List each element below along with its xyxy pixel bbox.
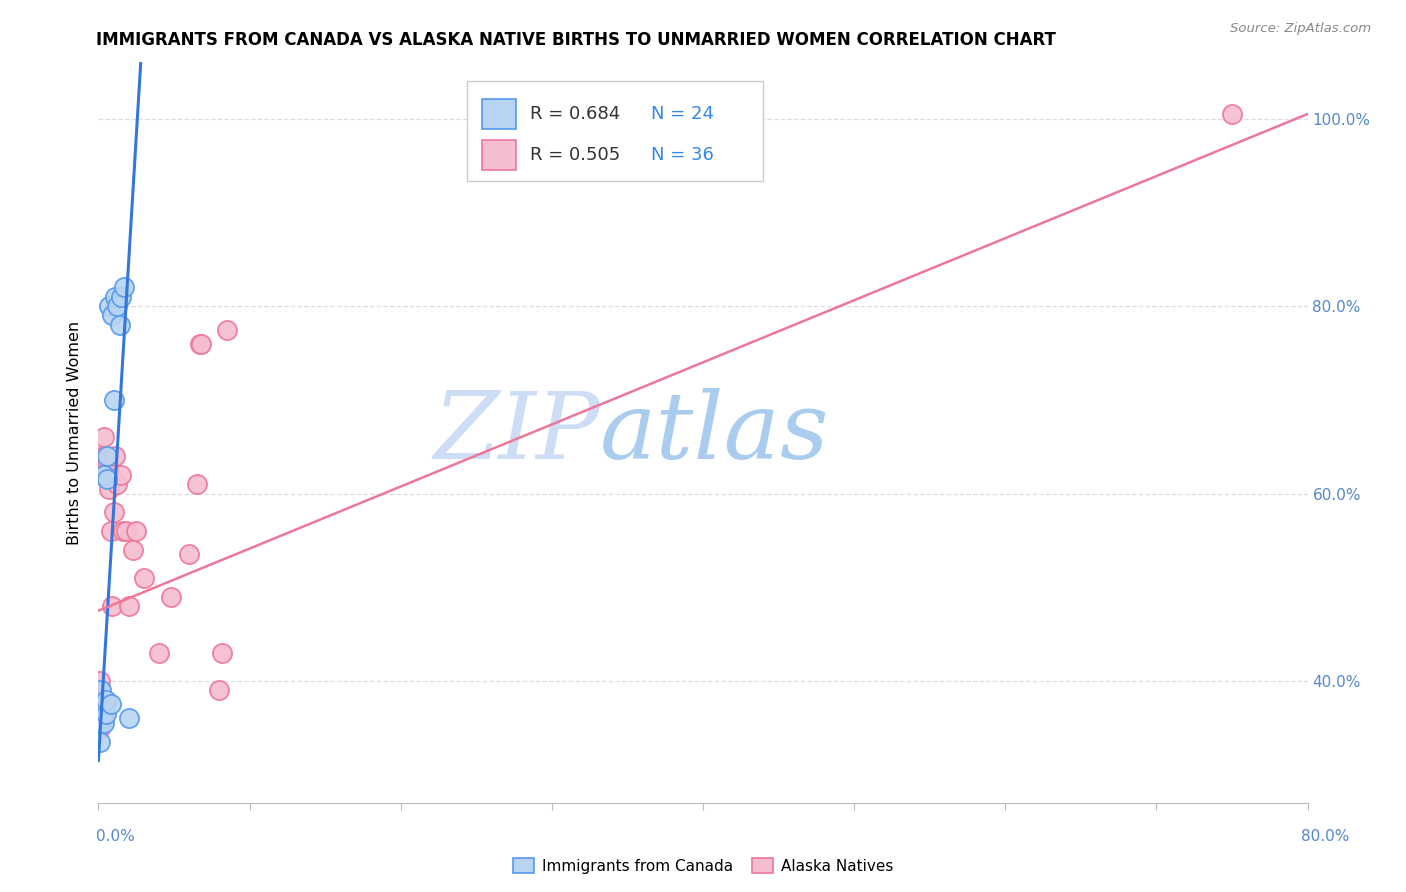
Text: N = 36: N = 36 xyxy=(651,146,714,164)
Point xyxy=(179,548,201,562)
Text: R = 0.505: R = 0.505 xyxy=(530,146,620,164)
Point xyxy=(90,698,112,712)
Point xyxy=(90,716,112,731)
Text: atlas: atlas xyxy=(600,388,830,477)
Bar xyxy=(467,81,763,181)
Point xyxy=(90,467,112,482)
Point xyxy=(89,735,111,749)
Point xyxy=(122,542,145,557)
Text: N = 24: N = 24 xyxy=(651,105,714,123)
Point xyxy=(105,477,128,491)
Point xyxy=(91,711,114,725)
Point xyxy=(103,505,125,519)
Point xyxy=(98,299,121,313)
Bar xyxy=(482,99,516,129)
Point xyxy=(96,463,118,477)
Point xyxy=(160,590,183,604)
Point xyxy=(101,309,124,323)
Point xyxy=(96,454,118,468)
Text: R = 0.684: R = 0.684 xyxy=(530,105,620,123)
Point xyxy=(96,449,118,463)
Point xyxy=(148,646,170,660)
Point xyxy=(93,458,115,473)
Point xyxy=(91,449,114,463)
Point xyxy=(101,599,124,613)
Text: 0.0%: 0.0% xyxy=(96,830,135,844)
Point xyxy=(118,599,141,613)
Point xyxy=(108,318,131,332)
Point xyxy=(94,692,117,706)
Point xyxy=(112,280,135,294)
Point xyxy=(132,571,155,585)
Legend: Immigrants from Canada, Alaska Natives: Immigrants from Canada, Alaska Natives xyxy=(508,852,898,880)
Point xyxy=(125,524,148,538)
Point xyxy=(89,721,111,735)
Point xyxy=(90,692,112,706)
Point xyxy=(105,299,128,313)
Text: Source: ZipAtlas.com: Source: ZipAtlas.com xyxy=(1230,22,1371,36)
Point xyxy=(186,477,208,491)
Point xyxy=(89,711,111,725)
Point xyxy=(188,336,211,351)
Point xyxy=(93,430,115,444)
Point xyxy=(104,449,127,463)
Point xyxy=(89,702,111,716)
Point xyxy=(90,683,112,698)
Point xyxy=(103,392,125,407)
Point xyxy=(211,646,233,660)
Point xyxy=(93,467,115,482)
Y-axis label: Births to Unmarried Women: Births to Unmarried Women xyxy=(67,320,83,545)
Text: IMMIGRANTS FROM CANADA VS ALASKA NATIVE BIRTHS TO UNMARRIED WOMEN CORRELATION CH: IMMIGRANTS FROM CANADA VS ALASKA NATIVE … xyxy=(96,31,1056,49)
Point xyxy=(96,473,118,487)
Point xyxy=(98,482,121,496)
Point xyxy=(104,290,127,304)
Point xyxy=(110,290,132,304)
Point xyxy=(94,449,117,463)
Point xyxy=(1220,107,1243,121)
Point xyxy=(94,463,117,477)
Text: ZIP: ZIP xyxy=(433,388,600,477)
Point xyxy=(208,683,231,698)
Point xyxy=(114,524,136,538)
Point xyxy=(94,706,117,721)
Point xyxy=(111,524,134,538)
Point xyxy=(110,467,132,482)
Point xyxy=(190,336,212,351)
Point xyxy=(215,322,238,336)
Bar xyxy=(482,140,516,169)
Point xyxy=(98,463,121,477)
Point xyxy=(93,716,115,731)
Point xyxy=(100,698,122,712)
Text: 80.0%: 80.0% xyxy=(1302,830,1350,844)
Point xyxy=(118,711,141,725)
Point xyxy=(91,698,114,712)
Point xyxy=(89,673,111,688)
Point xyxy=(100,524,122,538)
Point xyxy=(91,458,114,473)
